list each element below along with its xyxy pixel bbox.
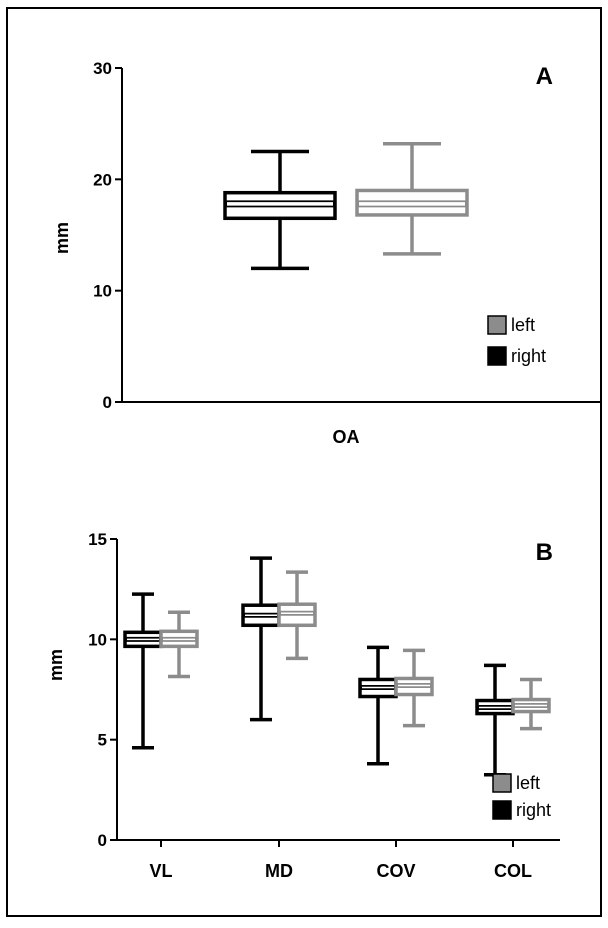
legend-label-left: left — [516, 773, 540, 793]
y-tick-label: 30 — [93, 59, 112, 78]
y-tick-label: 0 — [98, 831, 107, 850]
x-tick-label: COL — [494, 861, 532, 881]
y-tick-label: 20 — [93, 170, 112, 189]
box-left — [159, 610, 199, 679]
box-left — [511, 677, 551, 731]
legend-swatch-left — [492, 773, 512, 793]
y-tick-label: 0 — [103, 393, 112, 412]
box-left — [277, 570, 317, 661]
panel-a: A mm 0 10 20 30 OA left right — [52, 59, 600, 447]
box-right — [358, 645, 398, 766]
y-tick-label: 15 — [88, 530, 107, 549]
x-tick-label: COV — [376, 861, 415, 881]
legend-label-left: left — [511, 315, 535, 335]
box-right — [241, 556, 281, 722]
box-left — [394, 648, 434, 728]
panel-b-ylabel: mm — [46, 649, 66, 681]
figure-border — [6, 7, 602, 917]
box-right — [223, 149, 337, 271]
legend-swatch-right — [487, 346, 507, 366]
y-tick-label: 10 — [88, 630, 107, 649]
y-tick-label: 5 — [98, 731, 107, 750]
box-right — [123, 592, 163, 750]
x-tick-label: MD — [265, 861, 293, 881]
x-tick-label: VL — [149, 861, 172, 881]
x-tick-label: OA — [333, 427, 360, 447]
legend-label-right: right — [511, 346, 546, 366]
panel-a-label: A — [536, 63, 553, 90]
panel-b-label: B — [536, 539, 553, 566]
box-right — [475, 663, 515, 777]
panel-a-ylabel: mm — [52, 222, 72, 254]
box-left — [355, 141, 469, 256]
panel-b: B mm 0 5 10 15 VL MD COV COL left right — [46, 530, 560, 881]
legend-swatch-right — [492, 800, 512, 820]
y-tick-label: 10 — [93, 282, 112, 301]
legend-label-right: right — [516, 800, 551, 820]
legend-swatch-left — [487, 315, 507, 335]
